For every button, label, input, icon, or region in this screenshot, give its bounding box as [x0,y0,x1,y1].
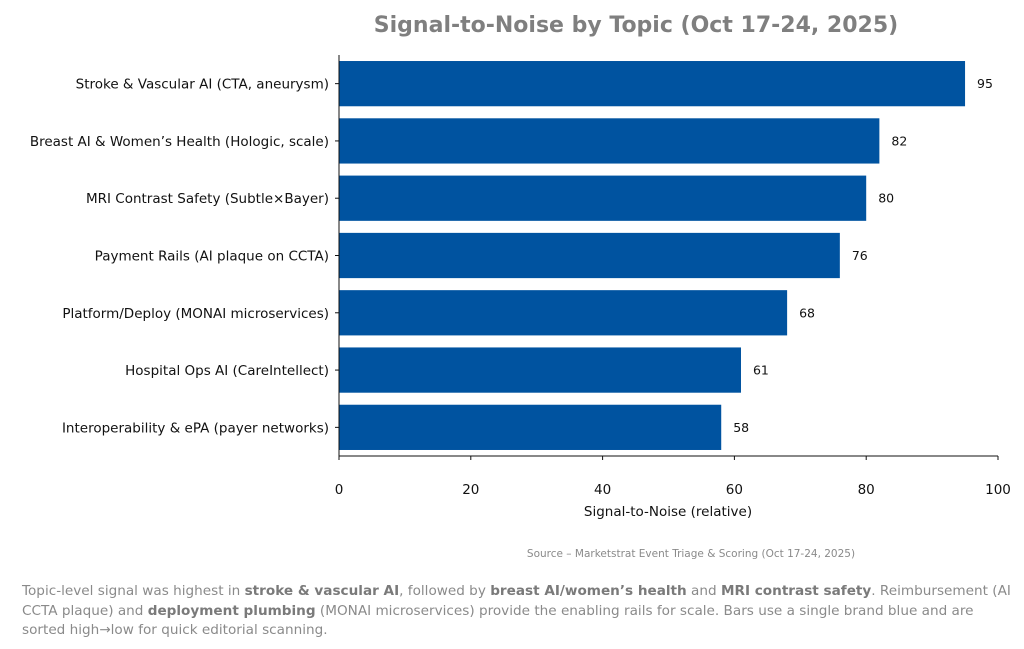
caption-segment: and [686,583,721,599]
value-label: 95 [977,76,993,91]
caption-emphasis: MRI contrast safety [720,583,872,599]
caption-text: Topic-level signal was highest in stroke… [22,582,1012,641]
bar-7 [339,404,722,450]
category-label: Platform/Deploy (MONAI microservices) [62,306,329,322]
source-note: Source – Marketstrat Event Triage & Scor… [527,548,855,560]
value-label: 80 [878,191,894,206]
bar-5 [339,290,788,336]
bar-4 [339,232,840,279]
axes-layer: Stroke & Vascular AI (CTA, aneurysm) Brea… [30,55,1011,498]
category-label: Stroke & Vascular AI (CTA, aneurysm) [76,77,329,93]
caption-emphasis: breast AI/women’s health [490,583,687,599]
value-label: 82 [891,133,907,148]
category-label: MRI Contrast Safety (Subtle×Bayer) [86,191,329,207]
value-label: 61 [753,363,769,378]
category-label: Hospital Ops AI (CareIntellect) [125,363,329,379]
x-tick-label: 100 [985,482,1011,498]
x-tick-label: 60 [726,482,743,498]
caption-segment: Topic-level signal was highest in [22,583,245,599]
category-label: Payment Rails (AI plaque on CCTA) [95,249,329,265]
category-label: Interoperability & ePA (payer networks) [62,420,329,436]
caption-segment: , followed by [399,583,491,599]
x-tick-label: 40 [594,482,611,498]
bar-3 [339,175,867,221]
category-label: Breast AI & Women’s Health (Hologic, sca… [30,134,329,150]
x-tick-label: 80 [858,482,875,498]
x-tick-label: 20 [462,482,479,498]
bars-layer: 95 82 80 76 68 61 58 [339,61,993,450]
caption-emphasis: deployment plumbing [147,602,316,619]
bar-2 [339,118,880,164]
value-label: 58 [733,420,749,435]
bar-6 [339,347,741,393]
value-label: 76 [852,248,868,263]
x-tick-label: 0 [335,482,344,498]
bar-1 [339,61,966,107]
chart-title: Signal-to-Noise by Topic (Oct 17-24, 202… [374,13,898,38]
x-axis-title: Signal-to-Noise (relative) [584,504,752,520]
caption-emphasis: stroke & vascular AI [244,583,400,599]
caption-segment: (MONAI microservices) provide the enabli… [22,602,974,639]
value-label: 68 [799,305,815,320]
caption-segment: . Reimbursement (AI CCTA plaque) and [22,583,1011,619]
